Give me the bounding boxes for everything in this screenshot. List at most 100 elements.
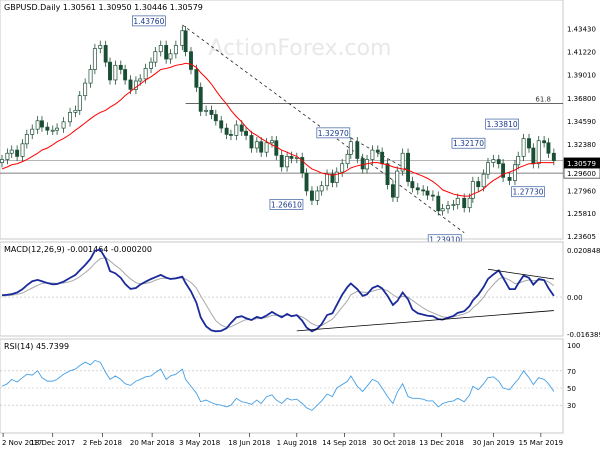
- candle-body: [546, 142, 551, 154]
- candle-body: [239, 124, 244, 132]
- candle-body: [254, 141, 259, 149]
- price-tick-label: 1.25810: [567, 210, 596, 218]
- candle-body: [270, 140, 274, 144]
- macd-line: [1, 248, 555, 333]
- candle-body: [133, 80, 138, 90]
- price-tick-label: 1.41220: [567, 48, 596, 56]
- annotation-box: [269, 199, 304, 210]
- candle-body: [61, 121, 66, 129]
- date-tick-label: 18 Jun 2018: [228, 439, 270, 447]
- price-tick-label: 1.29600: [567, 170, 596, 178]
- macd-title: MACD(12,26,9) -0.001464 -0.000200: [4, 245, 152, 254]
- candle-body: [198, 86, 203, 112]
- annotation-label: 1.26610: [271, 200, 302, 209]
- annotation-box: [451, 137, 486, 149]
- candle-body: [50, 129, 55, 132]
- candle-body: [470, 181, 475, 199]
- candle-body: [103, 45, 108, 63]
- candle-body: [462, 197, 467, 209]
- level-price-tag: [563, 167, 600, 179]
- price-tick-label: 1.27960: [567, 187, 596, 195]
- price-tick-label: 1.23605: [567, 233, 596, 241]
- candle-body: [213, 114, 218, 122]
- candle-body: [451, 204, 456, 206]
- price-axis: 1.43430 1.41220 1.39010 1.36800 1.34590 1.323…: [563, 25, 600, 241]
- candle-body: [234, 124, 239, 136]
- candle-body: [455, 197, 460, 205]
- candle-body: [516, 156, 521, 166]
- candle-body: [395, 170, 400, 198]
- candle-body: [209, 109, 214, 115]
- candle-body: [108, 61, 112, 81]
- candle-body: [513, 164, 517, 181]
- annotation-box: [485, 118, 519, 130]
- candle-body: [98, 45, 103, 49]
- candle-body: [289, 156, 294, 159]
- candle-body: [15, 149, 20, 157]
- price-chart-title: GBPUSD.Daily 1.30561 1.30950 1.30446 1.3…: [4, 3, 203, 12]
- fib-label: 61.8: [535, 96, 551, 104]
- candle-body: [360, 158, 365, 170]
- candle-body: [83, 82, 88, 97]
- candle-body: [128, 79, 133, 90]
- moving-average: [1, 62, 554, 197]
- candle-body: [164, 45, 169, 60]
- candle-body: [406, 152, 411, 182]
- candle-body: [410, 181, 415, 189]
- candle-body: [189, 51, 193, 70]
- candle-body: [73, 109, 78, 113]
- candle-body: [138, 78, 143, 82]
- candle-body: [340, 163, 345, 173]
- price-candles: [0, 26, 556, 216]
- candle-body: [224, 127, 229, 135]
- date-tick-label: 3 May 2018: [179, 439, 220, 447]
- price-tick-label: 1.39010: [567, 72, 596, 80]
- candle-body: [9, 149, 14, 154]
- candle-body: [244, 130, 249, 136]
- rsi-tick-label: 30: [567, 402, 576, 410]
- macd-lines: [0, 248, 563, 333]
- candle-body: [370, 149, 375, 160]
- candle-body: [507, 176, 512, 181]
- date-tick-label: 13 Dec 2018: [419, 439, 464, 447]
- price-annotations: 1.43760 1.32970 1.26610 1.32170 1.33810 1.277…: [131, 15, 545, 246]
- annotation-label: 1.23910: [429, 236, 460, 245]
- candle-body: [24, 134, 29, 145]
- rsi-panel: RSI(14) 45.7399 100 70 50 30: [0, 338, 580, 434]
- date-tick-label: 20 Mar 2018: [130, 439, 174, 447]
- macd-panel: MACD(12,26,9) -0.001464 -0.000200 0.0208…: [0, 241, 600, 339]
- rsi-title: RSI(14) 45.7399: [4, 342, 69, 351]
- macd-tick-label: -0.016389: [567, 331, 600, 339]
- candle-body: [330, 173, 335, 183]
- candle-body: [486, 162, 490, 175]
- candle-body: [542, 140, 547, 144]
- candle-body: [348, 141, 353, 155]
- candle-body: [380, 151, 385, 165]
- candle-body: [415, 187, 420, 191]
- candle-body: [40, 120, 44, 128]
- candle-body: [5, 152, 10, 160]
- candle-body: [194, 69, 199, 88]
- annotation-label: 1.27730: [513, 188, 544, 197]
- dashed-trendline-2: [350, 137, 409, 171]
- candle-body: [149, 61, 153, 69]
- macd-panel-frame: [0, 241, 564, 337]
- candle-body: [375, 149, 380, 153]
- candle-body: [334, 171, 339, 183]
- candle-body: [92, 48, 97, 70]
- candle-body: [279, 154, 284, 168]
- candle-body: [153, 51, 158, 63]
- candle-body: [35, 120, 40, 130]
- candle-body: [143, 68, 148, 80]
- candle-body: [204, 109, 209, 112]
- candle-body: [315, 190, 320, 201]
- annotation-box: [131, 15, 166, 27]
- candle-body: [531, 147, 536, 165]
- date-tick-label: 30 Oct 2018: [372, 439, 415, 447]
- candle-body: [400, 152, 405, 172]
- candle-body: [467, 197, 472, 209]
- annotation-box: [511, 186, 545, 198]
- rsi-tick-label: 50: [567, 385, 576, 393]
